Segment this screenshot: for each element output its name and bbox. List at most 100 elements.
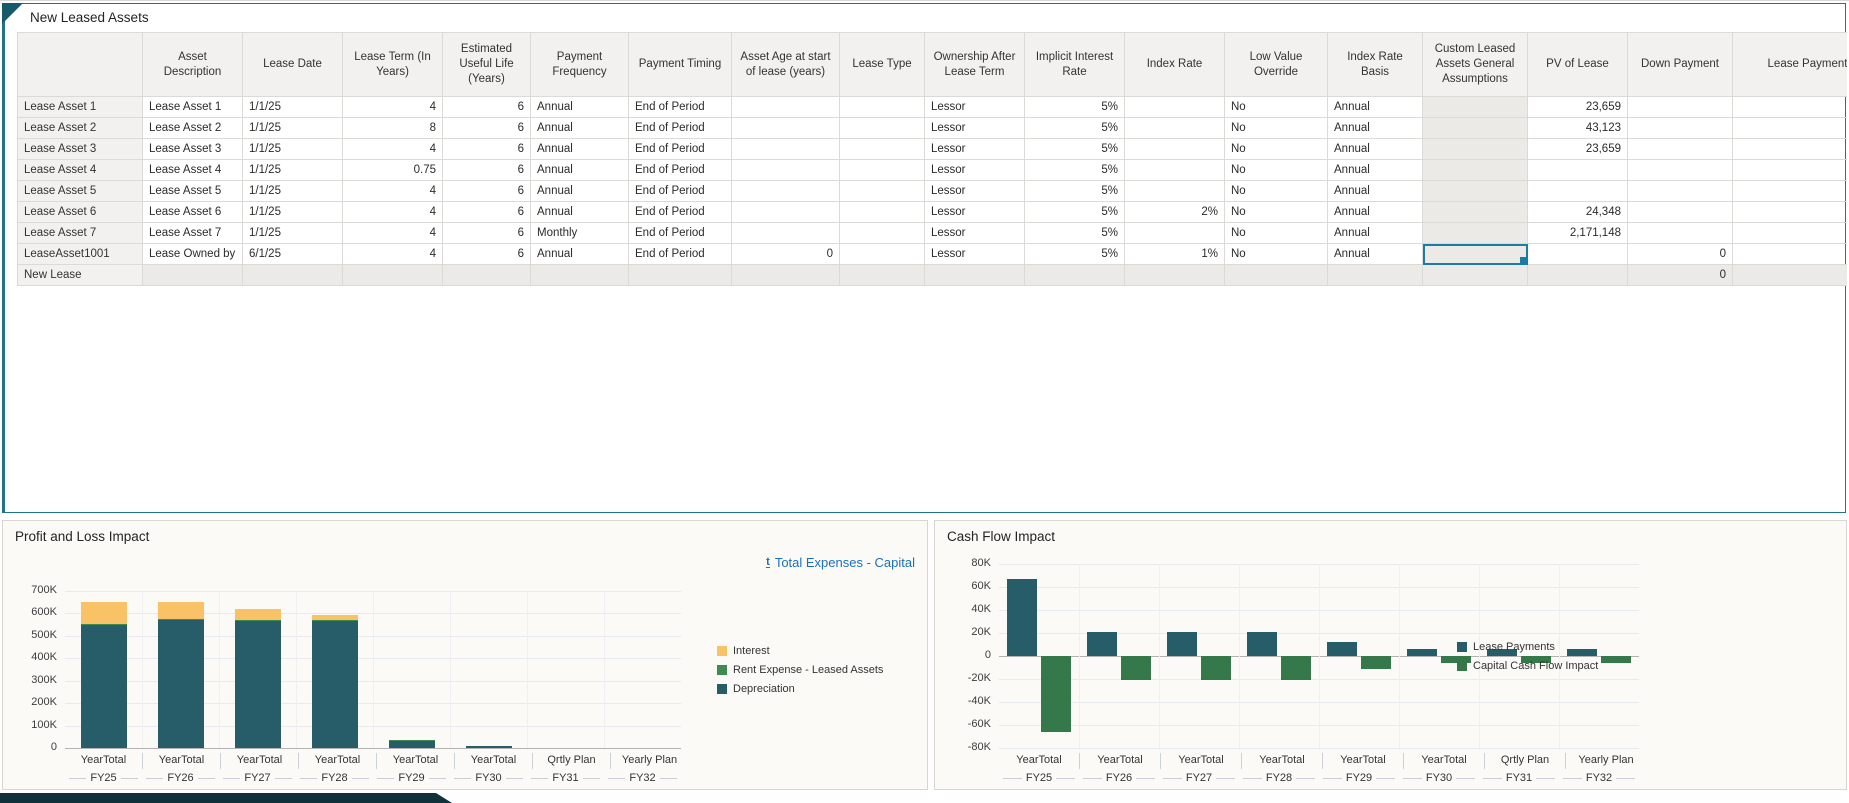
grid-cell[interactable] xyxy=(1627,138,1733,160)
grid-cell[interactable]: 43,123 xyxy=(1527,117,1628,139)
grid-cell[interactable]: No xyxy=(1224,138,1328,160)
grid-cell[interactable]: 0 xyxy=(1627,264,1733,286)
grid-cell[interactable]: 4 xyxy=(342,222,443,244)
grid-cell[interactable]: Annual xyxy=(530,138,629,160)
grid-cell[interactable]: End of Period xyxy=(628,201,732,223)
grid-cell[interactable]: End of Period xyxy=(628,243,732,265)
grid-cell[interactable]: 23,659 xyxy=(1527,96,1628,118)
row-header[interactable]: Lease Asset 5 xyxy=(17,180,143,202)
grid-cell[interactable] xyxy=(1422,117,1528,139)
grid-cell[interactable]: Lessor xyxy=(924,96,1025,118)
grid-cell[interactable]: 1% xyxy=(1124,243,1225,265)
grid-cell[interactable]: No xyxy=(1224,96,1328,118)
column-header[interactable]: Asset Age at start of lease (years) xyxy=(731,32,840,97)
grid-cell[interactable] xyxy=(731,159,840,181)
row-header[interactable]: Lease Asset 3 xyxy=(17,138,143,160)
grid-cell[interactable]: 4 xyxy=(342,201,443,223)
grid-cell[interactable] xyxy=(242,264,343,286)
grid-cell[interactable]: Lessor xyxy=(924,117,1025,139)
grid-cell[interactable] xyxy=(924,264,1025,286)
row-header[interactable]: Lease Asset 4 xyxy=(17,159,143,181)
grid-cell[interactable] xyxy=(839,222,925,244)
grid-cell[interactable]: Annual xyxy=(1327,117,1423,139)
grid-cell[interactable]: 6 xyxy=(442,222,531,244)
column-header[interactable]: Lease Date xyxy=(242,32,343,97)
grid-cell[interactable] xyxy=(839,138,925,160)
grid-cell[interactable]: 3,00 xyxy=(1732,180,1847,202)
grid-cell[interactable] xyxy=(1124,180,1225,202)
grid-cell[interactable]: 23,659 xyxy=(1527,138,1628,160)
grid-cell[interactable]: 5% xyxy=(1024,222,1125,244)
grid-cell[interactable]: 1/1/25 xyxy=(242,159,343,181)
grid-cell[interactable]: Lease Asset 4 xyxy=(142,159,243,181)
grid-cell[interactable] xyxy=(1124,222,1225,244)
grid-cell[interactable]: Lessor xyxy=(924,243,1025,265)
grid-cell[interactable] xyxy=(839,243,925,265)
grid-cell[interactable] xyxy=(1422,243,1528,265)
grid-cell[interactable]: 6/1/25 xyxy=(242,243,343,265)
grid-cell[interactable] xyxy=(1627,117,1733,139)
grid-cell[interactable]: No xyxy=(1224,159,1328,181)
grid-cell[interactable]: Annual xyxy=(530,117,629,139)
grid-cell[interactable] xyxy=(839,96,925,118)
column-header[interactable]: PV of Lease xyxy=(1527,32,1628,97)
grid-cell[interactable]: 6,67 xyxy=(1732,117,1847,139)
grid-cell[interactable] xyxy=(342,264,443,286)
column-header[interactable]: Down Payment xyxy=(1627,32,1733,97)
grid-cell[interactable]: End of Period xyxy=(628,138,732,160)
grid-cell[interactable] xyxy=(142,264,243,286)
grid-cell[interactable]: Annual xyxy=(530,159,629,181)
grid-cell[interactable] xyxy=(1627,201,1733,223)
grid-cell[interactable] xyxy=(731,222,840,244)
grid-cell[interactable]: 5% xyxy=(1024,96,1125,118)
grid-cell[interactable]: Monthly xyxy=(530,222,629,244)
grid-cell[interactable]: 6 xyxy=(442,117,531,139)
grid-cell[interactable]: 5% xyxy=(1024,243,1125,265)
grid-cell[interactable]: Lease Asset 7 xyxy=(142,222,243,244)
grid-cell[interactable] xyxy=(1422,138,1528,160)
grid-cell[interactable] xyxy=(1627,180,1733,202)
grid-cell[interactable] xyxy=(1627,96,1733,118)
grid-cell[interactable]: 2,171,148 xyxy=(1527,222,1628,244)
grid-cell[interactable]: 5% xyxy=(1024,180,1125,202)
grid-cell[interactable] xyxy=(839,201,925,223)
grid-cell[interactable]: 5% xyxy=(1024,201,1125,223)
grid-cell[interactable]: 1/1/25 xyxy=(242,180,343,202)
grid-cell[interactable] xyxy=(1124,159,1225,181)
grid-cell[interactable]: 6,67 xyxy=(1732,138,1847,160)
grid-cell[interactable]: Lessor xyxy=(924,201,1025,223)
grid-cell[interactable]: 6,67 xyxy=(1732,96,1847,118)
grid-cell[interactable]: End of Period xyxy=(628,180,732,202)
grid-cell[interactable] xyxy=(1422,222,1528,244)
grid-cell[interactable]: 4 xyxy=(342,138,443,160)
column-header[interactable]: Custom Leased Assets General Assumptions xyxy=(1422,32,1528,97)
grid-cell[interactable]: 4 xyxy=(342,180,443,202)
column-header[interactable]: Lease Term (In Years) xyxy=(342,32,443,97)
grid-cell[interactable]: 4 xyxy=(342,96,443,118)
column-header[interactable]: Lease Payment xyxy=(1732,32,1847,97)
grid-cell[interactable] xyxy=(1327,264,1423,286)
grid-cell[interactable]: 6 xyxy=(442,96,531,118)
row-header[interactable]: Lease Asset 2 xyxy=(17,117,143,139)
grid-cell[interactable]: Annual xyxy=(1327,180,1423,202)
grid-cell[interactable]: 50,00 xyxy=(1732,222,1847,244)
grid-cell[interactable]: Lease Asset 6 xyxy=(142,201,243,223)
column-header[interactable]: Payment Frequency xyxy=(530,32,629,97)
column-header[interactable]: Estimated Useful Life (Years) xyxy=(442,32,531,97)
grid-cell[interactable]: 6 xyxy=(442,201,531,223)
selection-fill-handle[interactable] xyxy=(1520,257,1527,264)
grid-cell[interactable] xyxy=(731,138,840,160)
grid-cell[interactable]: 0 xyxy=(1627,243,1733,265)
grid-cell[interactable] xyxy=(1527,243,1628,265)
grid-cell[interactable]: 6 xyxy=(442,180,531,202)
grid-cell[interactable]: 85,24 xyxy=(1732,264,1847,286)
grid-cell[interactable] xyxy=(731,117,840,139)
grid-cell[interactable]: Lease Asset 1 xyxy=(142,96,243,118)
grid-cell[interactable]: 1/1/25 xyxy=(242,222,343,244)
grid-cell[interactable] xyxy=(1124,96,1225,118)
row-header[interactable]: Lease Asset 1 xyxy=(17,96,143,118)
grid-cell[interactable]: Lessor xyxy=(924,159,1025,181)
grid-cell[interactable] xyxy=(1422,159,1528,181)
grid-cell[interactable]: Annual xyxy=(530,96,629,118)
grid-cell[interactable]: No xyxy=(1224,222,1328,244)
